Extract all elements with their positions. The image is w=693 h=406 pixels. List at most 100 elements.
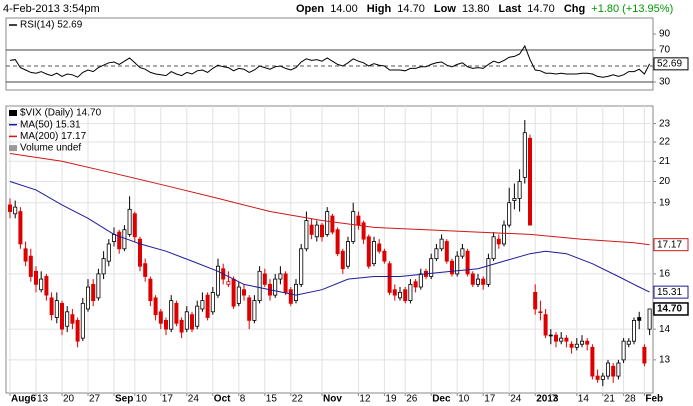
quote-value: +1.80 (+13.95%) [591,3,673,15]
candle-body [127,208,132,235]
candle-body [18,211,23,245]
x-tick-label: 28 [625,394,637,405]
candle-body [132,213,137,238]
candle-body [371,241,376,265]
candle-body [574,343,579,348]
value-box [653,238,689,252]
candle-body [163,319,168,330]
candle-body [226,281,231,285]
candle-body [460,248,465,257]
x-tick-label: 27 [89,394,101,405]
candle-body [632,319,637,342]
candle-body [288,289,293,304]
candle-body [382,250,387,262]
y-tick-label: 19 [659,197,671,208]
value-box [653,302,689,316]
y-tick-label: 22 [659,137,671,148]
rsi-panel [5,17,654,91]
candle-body [377,243,382,252]
quote-label: Open [296,3,324,15]
candle-body [356,215,361,226]
date: 4-Feb-2013 3:54pm [3,3,100,15]
candle-body [325,211,330,235]
candle-body [585,340,590,345]
x-tick-label: Feb [645,394,663,405]
candle-body [179,319,184,333]
x-tick-label: 24 [188,394,200,405]
candle-body [96,273,101,299]
candle-body [184,311,189,330]
candle-body [522,132,527,178]
x-tick-label: 15 [266,394,278,405]
candle-body [548,334,553,337]
candle-body [340,250,345,270]
y-tick-label: 16 [659,269,671,280]
candle-body [554,334,559,342]
candle-body [335,229,340,255]
x-tick-label: 13 [37,394,49,405]
candle-body [205,294,210,318]
candle-body [106,243,111,262]
x-tick-label: 21 [604,394,616,405]
candle-body [455,255,460,275]
candle-body [210,292,215,313]
candle-body [299,248,304,285]
candle-body [174,302,179,324]
x-tick-label: Oct [214,394,231,405]
candle-body [496,238,501,245]
y-tick-label: 30 [659,77,671,88]
value-box [653,285,689,299]
candle-body [273,278,278,296]
candle-body [429,258,434,277]
candle-body [616,362,621,377]
x-tick-label: 22 [292,394,304,405]
candle-body [112,234,117,242]
candle-body [143,263,148,277]
legend-label: RSI(14) 52.69 [20,20,83,31]
quote-value: 14.70 [397,3,425,15]
candle-body [449,260,454,275]
candle-body [351,211,356,242]
y-tick-label: 23 [659,118,671,129]
x-tick-label: 17 [484,394,496,405]
candle-body [262,273,267,285]
candle-body [158,311,163,324]
candle-body [606,362,611,377]
candle-body [397,292,402,299]
y-tick-label: 21 [659,156,671,167]
candle-body [475,278,480,285]
candle-body [23,248,28,262]
x-tick-label: Aug6 [11,394,36,405]
candle-body [283,273,288,293]
quote: Open 14.00 High 14.70 Low 13.80 Last 14.… [296,3,673,15]
x-tick-label: 8 [240,394,246,405]
x-tick-label: 14 [578,394,590,405]
candle-body [54,300,59,318]
candle-body [637,317,642,321]
candle-body [252,300,257,321]
candle-body [247,297,252,321]
quote-value: 14.00 [330,3,358,15]
candle-body [580,340,585,345]
x-tick-label: 26 [406,394,418,405]
candle-body [600,375,605,380]
candle-body [231,278,236,307]
candle-body [278,273,283,280]
candle-body [486,258,491,285]
candle-body [86,286,91,310]
candle-body [293,283,298,302]
x-tick-label: Sep [115,394,133,405]
candle-body [595,375,600,380]
candle-body [533,292,538,310]
candle-body [200,300,205,310]
x-tick-label: 10 [136,394,148,405]
candle-body [366,236,371,267]
candle-body [80,302,85,339]
candle-body [241,289,246,296]
candle-body [413,281,418,288]
value-box-label: 14.70 [657,304,682,315]
x-tick-label: Dec [432,394,451,405]
candle-body [28,255,33,277]
x-tick-label: 12 [359,394,371,405]
candle-body [538,311,543,313]
